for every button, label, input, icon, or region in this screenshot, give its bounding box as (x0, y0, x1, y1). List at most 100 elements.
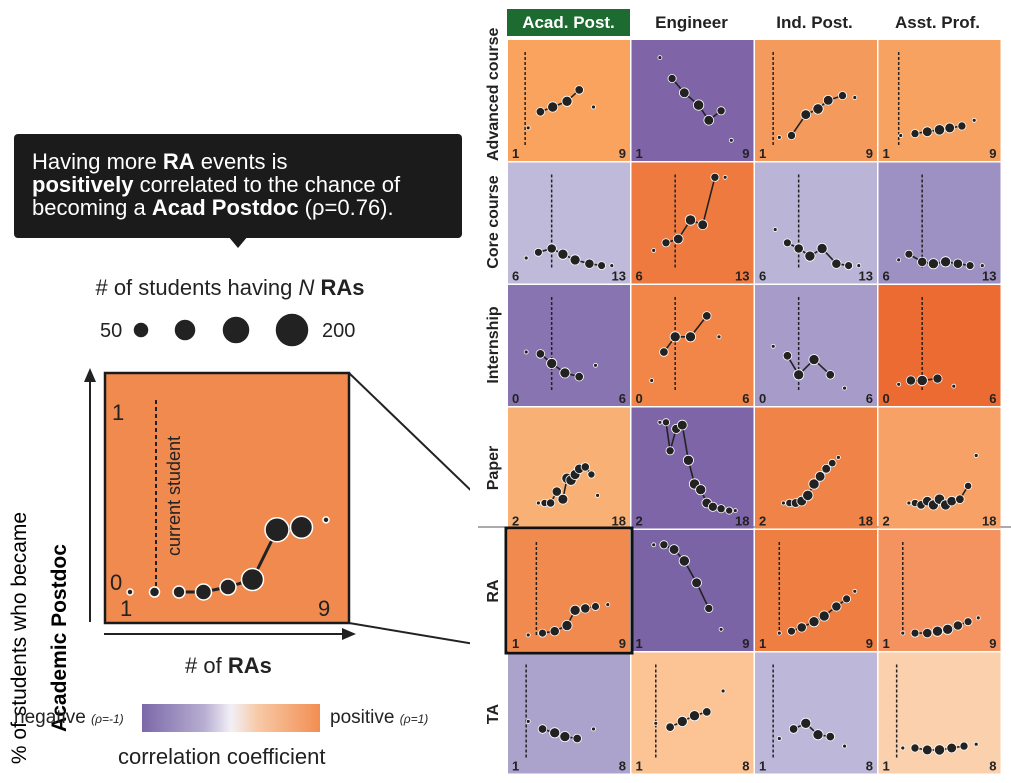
cell-x-min-label: 1 (512, 759, 519, 774)
cell-point (557, 493, 569, 505)
cell-paper-acad-post[interactable]: 2 18 (508, 407, 630, 529)
cell-point (821, 463, 832, 474)
cell-point (695, 484, 707, 496)
cell-x-max-label: 9 (989, 636, 996, 651)
cell-point (770, 343, 776, 349)
detail-current-student-label: current student (164, 436, 184, 556)
cell-point (569, 254, 581, 266)
cell-background (755, 407, 877, 529)
cell-point (679, 87, 690, 99)
cell-point (716, 504, 726, 514)
cell-x-min-label: 1 (883, 146, 890, 161)
cell-paper-engineer[interactable]: 2 18 (631, 407, 754, 529)
cell-point (557, 248, 569, 260)
column-header-engineer[interactable]: Engineer (655, 13, 728, 32)
cell-paper-ind-post[interactable]: 2 18 (755, 407, 877, 529)
cell-point (812, 103, 824, 115)
connector-bottom (348, 622, 470, 645)
cell-x-min-label: 1 (759, 146, 766, 161)
cell-point (831, 258, 842, 269)
cell-core-course-engineer[interactable]: 6 13 (631, 162, 754, 284)
cell-point (525, 719, 531, 724)
cell-background (508, 285, 630, 406)
detail-y-top-label: 1 (112, 400, 124, 425)
cell-point (682, 454, 694, 466)
cell-x-max-label: 18 (859, 514, 873, 529)
cell-series-line (540, 89, 580, 113)
cell-point (720, 688, 726, 694)
cell-point (842, 743, 848, 749)
detail-point-8 (289, 515, 314, 540)
cell-point (896, 257, 902, 263)
cell-point (772, 227, 778, 232)
cell-core-course-acad-post[interactable]: 6 13 (508, 162, 630, 284)
column-header-asst-prof[interactable]: Asst. Prof. (894, 13, 981, 32)
cell-point (787, 626, 796, 636)
cell-point (704, 603, 714, 613)
cell-point (951, 383, 957, 389)
detail-x-min-label: 1 (120, 596, 132, 621)
cell-x-max-label: 18 (982, 514, 996, 529)
cell-point (546, 243, 557, 254)
cell-point (856, 263, 862, 269)
cell-point (942, 623, 954, 635)
cell-x-max-label: 8 (619, 759, 626, 774)
cell-point (668, 544, 680, 555)
cell-background (508, 652, 630, 774)
cell-point (940, 256, 952, 268)
cell-core-course-asst-prof[interactable]: 6 13 (878, 162, 1001, 284)
cell-point (716, 106, 726, 116)
cell-point (825, 731, 836, 742)
cell-background (631, 285, 754, 406)
cell-point (672, 233, 684, 245)
cell-background (755, 40, 877, 161)
cell-x-max-label: 6 (619, 391, 626, 406)
cell-point (842, 385, 848, 391)
cell-point (677, 419, 688, 431)
cell-background (878, 407, 1001, 529)
cell-point (946, 495, 957, 507)
cell-point (952, 620, 963, 631)
cell-x-max-label: 8 (866, 759, 873, 774)
cell-point (661, 418, 670, 427)
legend-title: correlation coefficient (118, 744, 326, 769)
cell-point (933, 744, 946, 756)
insight-tooltip: Having more RA events is positively corr… (14, 134, 462, 238)
cell-x-max-label: 13 (859, 269, 873, 284)
cell-point (561, 620, 573, 632)
cell-point (979, 263, 985, 269)
cell-point (944, 122, 956, 134)
cell-point (818, 610, 830, 622)
cell-point (587, 470, 596, 479)
cell-point (665, 722, 675, 732)
cell-point (973, 453, 979, 458)
cell-x-max-label: 8 (989, 759, 996, 774)
cell-core-course-ind-post[interactable]: 6 13 (755, 162, 877, 284)
column-header-ind-post[interactable]: Ind. Post. (776, 13, 853, 32)
cell-point (802, 489, 814, 501)
detail-y-bottom-label: 0 (110, 570, 122, 595)
cell-point (835, 454, 841, 460)
cell-point (523, 349, 529, 355)
column-header-acad-post[interactable]: Acad. Post. (507, 9, 630, 36)
cell-point (697, 219, 709, 231)
cell-point (605, 602, 611, 607)
cell-paper-asst-prof[interactable]: 2 18 (878, 407, 1001, 529)
detail-point-3 (172, 585, 186, 599)
